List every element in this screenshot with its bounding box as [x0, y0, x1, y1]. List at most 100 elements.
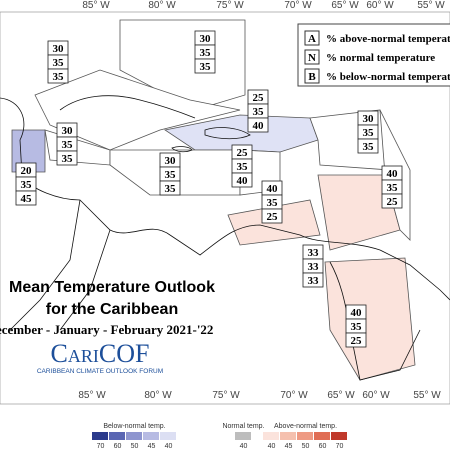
colorbar-swatch: [126, 432, 142, 440]
probability-value: 33: [308, 247, 320, 259]
colorbar-swatch: [235, 432, 251, 440]
legend-label: % below-normal temperature: [326, 71, 450, 83]
probability-box: [302, 272, 324, 288]
colorbar-group-label: Normal temp.: [222, 423, 264, 430]
probability-value: 35: [387, 182, 399, 194]
longitude-label: 70° W: [284, 0, 312, 11]
probability-value: 40: [267, 183, 279, 195]
probability-value: 35: [253, 106, 265, 118]
probability-box: [247, 117, 269, 133]
colorbar-swatch: [297, 432, 313, 440]
colorbar-tick: 40: [268, 443, 276, 450]
colorbar-swatch: [280, 432, 296, 440]
colorbar-swatch: [109, 432, 125, 440]
longitude-label: 75° W: [212, 390, 240, 401]
longitude-label: 80° W: [148, 0, 176, 11]
probability-box: [345, 332, 367, 348]
longitude-label: 60° W: [366, 0, 394, 11]
probability-value: 25: [351, 335, 363, 347]
colorbar-swatch: [314, 432, 330, 440]
colorbar-tick: 50: [302, 443, 310, 450]
longitude-label: 75° W: [216, 0, 244, 11]
colorbar-tick: 40: [240, 443, 248, 450]
colorbar-tick: 60: [114, 443, 122, 450]
colorbar-swatch: [92, 432, 108, 440]
probability-value: 35: [21, 179, 33, 191]
legend-key-box: [304, 49, 320, 65]
probability-value: 35: [351, 321, 363, 333]
colorbar-swatch: [263, 432, 279, 440]
coastline: [204, 127, 251, 140]
colorbar-tick: 50: [131, 443, 139, 450]
probability-value: 35: [165, 183, 177, 195]
probability-value: 45: [21, 193, 33, 205]
probability-value: 33: [308, 275, 320, 287]
colorbar-tick: 70: [97, 443, 105, 450]
coastline: [329, 261, 421, 381]
legend-label: % normal temperature: [326, 52, 435, 64]
longitude-label: 85° W: [78, 390, 106, 401]
coastline: [0, 97, 450, 301]
colorbar-tick: 40: [165, 443, 173, 450]
logo-subtitle: CARIBBEAN CLIMATE OUTLOOK FORUM: [37, 368, 163, 375]
title: Mean Temperature Outlook: [9, 279, 215, 296]
probability-value: 35: [53, 57, 65, 69]
probability-value: 35: [363, 141, 375, 153]
probability-value: 25: [253, 92, 265, 104]
probability-value: 35: [267, 197, 279, 209]
probability-value: 35: [237, 161, 249, 173]
probability-value: 35: [363, 127, 375, 139]
probability-value: 35: [200, 61, 212, 73]
probability-value: 35: [200, 47, 212, 59]
longitude-label: 55° W: [413, 390, 441, 401]
probability-value: 30: [53, 43, 65, 55]
legend-key: N: [308, 52, 316, 64]
probability-value: 25: [267, 211, 279, 223]
longitude-label: 85° W: [82, 0, 110, 11]
longitude-label: 65° W: [331, 0, 359, 11]
probability-value: 30: [200, 33, 212, 45]
legend-key-box: [304, 30, 320, 46]
longitude-label: 70° W: [280, 390, 308, 401]
probability-box: [357, 138, 379, 154]
colorbar-swatch: [331, 432, 347, 440]
legend-box: [297, 23, 450, 87]
longitude-label: 55° W: [417, 0, 445, 11]
colorbar-tick: 45: [285, 443, 293, 450]
probability-box: [194, 58, 216, 74]
longitude-label: 80° W: [144, 390, 172, 401]
probability-value: 35: [165, 169, 177, 181]
legend-key: B: [308, 71, 316, 83]
coastline: [9, 199, 111, 331]
colorbar-tick: 70: [336, 443, 344, 450]
probability-value: 20: [21, 165, 33, 177]
probability-box: [56, 150, 78, 166]
longitude-label: 60° W: [362, 390, 390, 401]
season: December - January - February 2021-'22: [0, 322, 213, 337]
colorbar-swatch: [143, 432, 159, 440]
probability-box: [159, 180, 181, 196]
probability-value: 40: [351, 307, 363, 319]
probability-box: [15, 190, 37, 206]
title: for the Caribbean: [46, 301, 178, 318]
probability-value: 25: [387, 196, 399, 208]
probability-value: 30: [363, 113, 375, 125]
colorbar-group-label: Above-normal temp.: [274, 423, 337, 430]
probability-value: 30: [62, 125, 74, 137]
probability-value: 40: [237, 175, 249, 187]
legend-key: A: [308, 33, 316, 45]
probability-value: 40: [387, 168, 399, 180]
logo-name: CariCOF: [51, 339, 150, 368]
probability-box: [231, 172, 253, 188]
colorbar-tick: 45: [148, 443, 156, 450]
probability-value: 35: [53, 71, 65, 83]
probability-value: 35: [62, 153, 74, 165]
colorbar-swatch: [160, 432, 176, 440]
probability-box: [261, 208, 283, 224]
longitude-label: 65° W: [327, 390, 355, 401]
legend-label: % above-normal temperature: [326, 33, 450, 45]
probability-value: 40: [253, 120, 265, 132]
probability-box: [381, 193, 403, 209]
coastline: [171, 146, 193, 153]
